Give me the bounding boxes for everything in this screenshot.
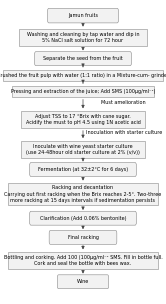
FancyBboxPatch shape	[49, 230, 117, 244]
Text: Wine: Wine	[77, 279, 89, 284]
FancyBboxPatch shape	[35, 52, 131, 66]
FancyBboxPatch shape	[19, 29, 147, 47]
FancyBboxPatch shape	[21, 111, 145, 128]
Text: Adjust TSS to 17 °Brix with cane sugar.
Acidify the must to pH 4.5 using 1N acet: Adjust TSS to 17 °Brix with cane sugar. …	[26, 114, 140, 125]
Text: Clarification (Add 0.06% bentonite): Clarification (Add 0.06% bentonite)	[40, 216, 126, 221]
Text: Washing and cleaning by tap water and dip in
5% NaCl salt solution for 72 hour: Washing and cleaning by tap water and di…	[27, 32, 139, 43]
Text: Separate the seed from the fruit: Separate the seed from the fruit	[43, 56, 123, 61]
Text: Must amelioration: Must amelioration	[101, 100, 146, 105]
Text: Racking and decantation
Carrying out first racking when the Brix reaches 2-5°. T: Racking and decantation Carrying out fir…	[4, 185, 162, 203]
Text: Bottling and corking. Add 100 (100μg/ml⁻¹ SMS. Fill in bottle full.
Cork and sea: Bottling and corking. Add 100 (100μg/ml⁻…	[4, 255, 162, 266]
Text: Fermentation (at 32±2°C for 6 days): Fermentation (at 32±2°C for 6 days)	[38, 167, 128, 172]
FancyBboxPatch shape	[12, 86, 154, 97]
FancyBboxPatch shape	[47, 8, 119, 23]
FancyBboxPatch shape	[3, 70, 163, 81]
Text: Crushed the fruit pulp with water (1:1 ratio) in a Mixture-cum- grinder: Crushed the fruit pulp with water (1:1 r…	[0, 73, 166, 78]
FancyBboxPatch shape	[7, 252, 159, 269]
Text: Inoculate with wine yeast starter culture
(use 24-48hour old starter culture at : Inoculate with wine yeast starter cultur…	[26, 144, 140, 155]
FancyBboxPatch shape	[57, 275, 109, 289]
FancyBboxPatch shape	[30, 163, 136, 177]
FancyBboxPatch shape	[21, 141, 145, 158]
Text: Jamun fruits: Jamun fruits	[68, 13, 98, 18]
Text: Final racking: Final racking	[68, 235, 98, 240]
Text: Inoculation with starter culture: Inoculation with starter culture	[85, 130, 162, 135]
FancyBboxPatch shape	[7, 183, 159, 205]
FancyBboxPatch shape	[30, 211, 136, 225]
Text: Pressing and extraction of the juice; Add SMS (100μg/ml⁻¹): Pressing and extraction of the juice; Ad…	[11, 89, 155, 94]
